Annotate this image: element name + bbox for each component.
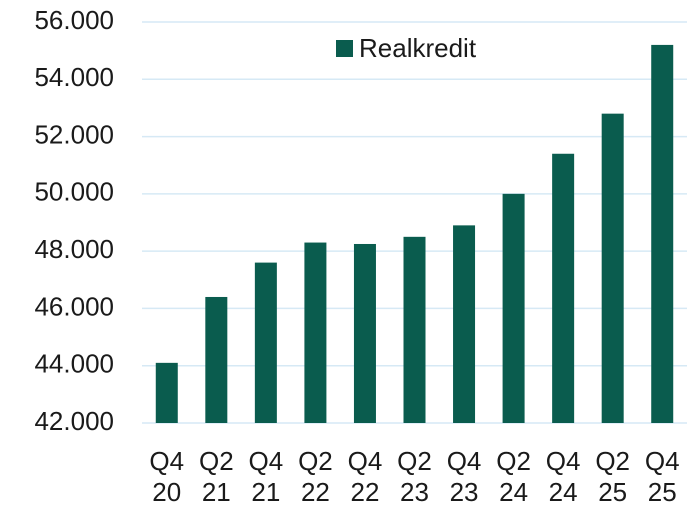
y-tick-label: 52.000 xyxy=(34,119,114,149)
x-tick-label: Q2 22 xyxy=(298,446,333,507)
y-tick-label: 54.000 xyxy=(34,62,114,92)
legend-swatch xyxy=(336,40,353,57)
bar xyxy=(304,242,327,423)
x-tick-label: Q4 23 xyxy=(446,446,482,507)
bar xyxy=(651,44,674,424)
y-tick-label: 48.000 xyxy=(34,234,114,264)
bar xyxy=(205,296,228,423)
bar xyxy=(502,193,525,423)
x-tick-label: Q2 25 xyxy=(595,446,631,507)
bar xyxy=(601,113,624,424)
y-tick-label: 46.000 xyxy=(34,291,114,321)
bar xyxy=(453,225,476,423)
bar xyxy=(403,236,426,423)
x-tick-label: Q4 22 xyxy=(347,446,383,507)
y-tick-label: 44.000 xyxy=(34,349,114,379)
x-tick-label: Q4 21 xyxy=(248,446,284,507)
y-tick-label: 56.000 xyxy=(34,5,114,35)
x-tick-label: Q2 21 xyxy=(198,446,234,507)
x-tick-label: Q4 24 xyxy=(545,446,581,507)
y-tick-label: 42.000 xyxy=(34,406,114,436)
x-tick-label: Q4 25 xyxy=(644,446,680,507)
bar xyxy=(353,243,376,423)
x-tick-label: Q2 24 xyxy=(496,446,531,507)
x-tick-label: Q4 20 xyxy=(149,446,185,507)
legend-label: Realkredit xyxy=(359,33,477,63)
y-tick-label: 50.000 xyxy=(34,177,114,207)
bar xyxy=(254,262,277,423)
x-tick-label: Q2 23 xyxy=(397,446,432,507)
bar xyxy=(155,362,178,423)
bar xyxy=(552,153,575,423)
